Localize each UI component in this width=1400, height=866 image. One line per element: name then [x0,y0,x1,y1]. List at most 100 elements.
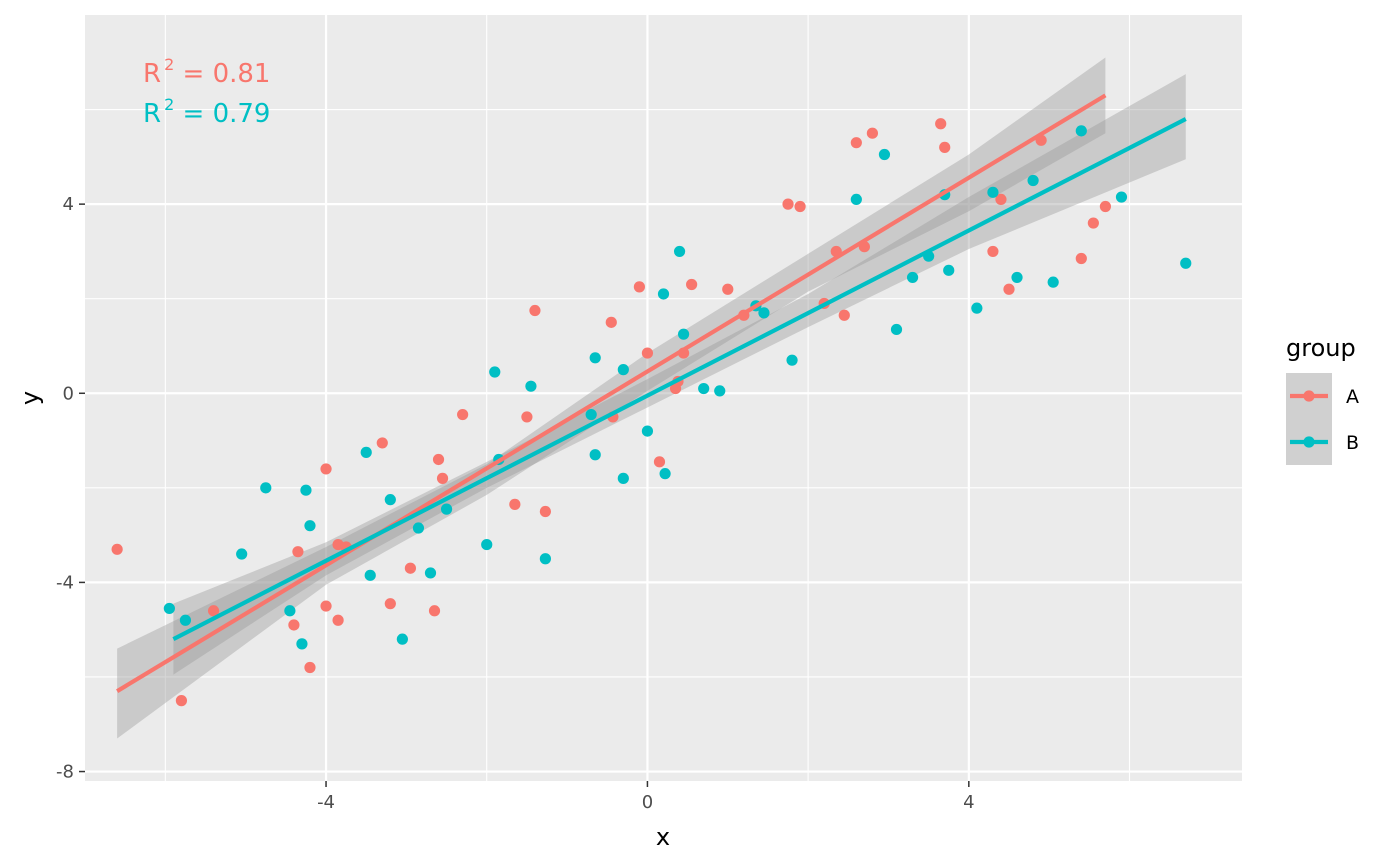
point-a [111,543,123,555]
point-b [360,446,372,458]
point-a [1003,283,1015,295]
point-a [539,505,551,518]
x-tick-label: -4 [317,792,335,813]
point-a [686,278,698,291]
point-b [657,288,670,300]
point-a [320,600,332,612]
point-b [617,364,629,376]
point-a [207,605,220,617]
plot-panel [85,15,1242,781]
confidence-band-a [117,57,1106,739]
point-b [489,366,501,378]
point-b [424,567,437,579]
point-b [617,472,629,484]
point-b [589,449,601,461]
x-axis-title: x [656,823,670,851]
point-a [432,453,445,466]
point-a [794,200,806,213]
point-b [236,548,248,560]
point-a [404,562,417,574]
point-a [850,137,862,149]
major-gridlines [85,15,1242,781]
y-tick-label: -4 [56,572,74,593]
point-a [987,245,999,258]
legend-point-b [1303,436,1315,448]
point-a [521,411,533,423]
point-b [296,638,308,650]
y-tick-label: 4 [63,194,74,215]
point-b [641,425,654,437]
confidence-band-b [173,74,1186,675]
point-a [722,283,734,295]
point-a [995,193,1007,206]
point-b [850,193,862,206]
legend-key-a [1290,390,1328,402]
point-a [1087,217,1099,229]
point-b [698,382,710,395]
point-a [641,347,654,359]
point-a [288,619,300,631]
y-tick-label: -8 [56,762,74,783]
point-b [878,148,891,161]
point-b [758,307,770,319]
point-a [866,127,879,139]
minor-gridlines [85,15,1242,781]
legend-title: group [1286,334,1356,362]
point-b [589,352,601,364]
point-b [396,633,408,645]
point-b [412,522,425,534]
point-a [332,614,344,626]
point-a [939,141,951,153]
point-a [320,463,332,475]
point-b [1115,191,1128,203]
fit-line-a [116,93,1107,693]
point-b [300,484,312,496]
point-a [304,661,316,674]
point-a [838,309,850,321]
point-a [935,118,947,130]
point-b [890,323,903,336]
point-a [653,456,666,468]
point-b [1027,174,1039,187]
y-tick-label: 0 [63,383,74,404]
point-a [457,408,469,421]
point-b [987,186,999,198]
axis-ticks: -4 0 4 -8 -4 0 4 [56,194,974,813]
point-a [782,198,794,210]
point-a [605,316,617,328]
x-tick-label: 4 [963,792,974,813]
legend: group A B [1286,334,1359,465]
point-b [677,328,690,340]
legend-key-b [1290,436,1328,448]
legend-point-a [1303,390,1315,402]
data-points [111,118,1192,707]
point-b [304,520,316,532]
point-b [1047,276,1059,288]
point-b [539,553,551,565]
fit-line-b [172,117,1187,642]
point-b [364,569,376,581]
point-b [384,494,396,506]
point-b [284,605,296,617]
point-a [529,304,541,317]
point-b [1075,125,1087,137]
point-a [175,695,188,707]
point-b [585,408,597,421]
x-tick-label: 0 [642,792,653,813]
point-a [1075,252,1087,265]
point-b [260,482,272,494]
point-b [1011,271,1023,284]
legend-label-b: B [1346,432,1359,454]
point-a [509,498,521,510]
confidence-bands [117,57,1186,739]
point-b [481,538,493,551]
point-b [786,354,798,366]
point-a [428,605,441,617]
point-b [714,385,726,397]
point-b [943,264,955,276]
fit-lines [116,93,1187,693]
point-b [440,503,453,515]
